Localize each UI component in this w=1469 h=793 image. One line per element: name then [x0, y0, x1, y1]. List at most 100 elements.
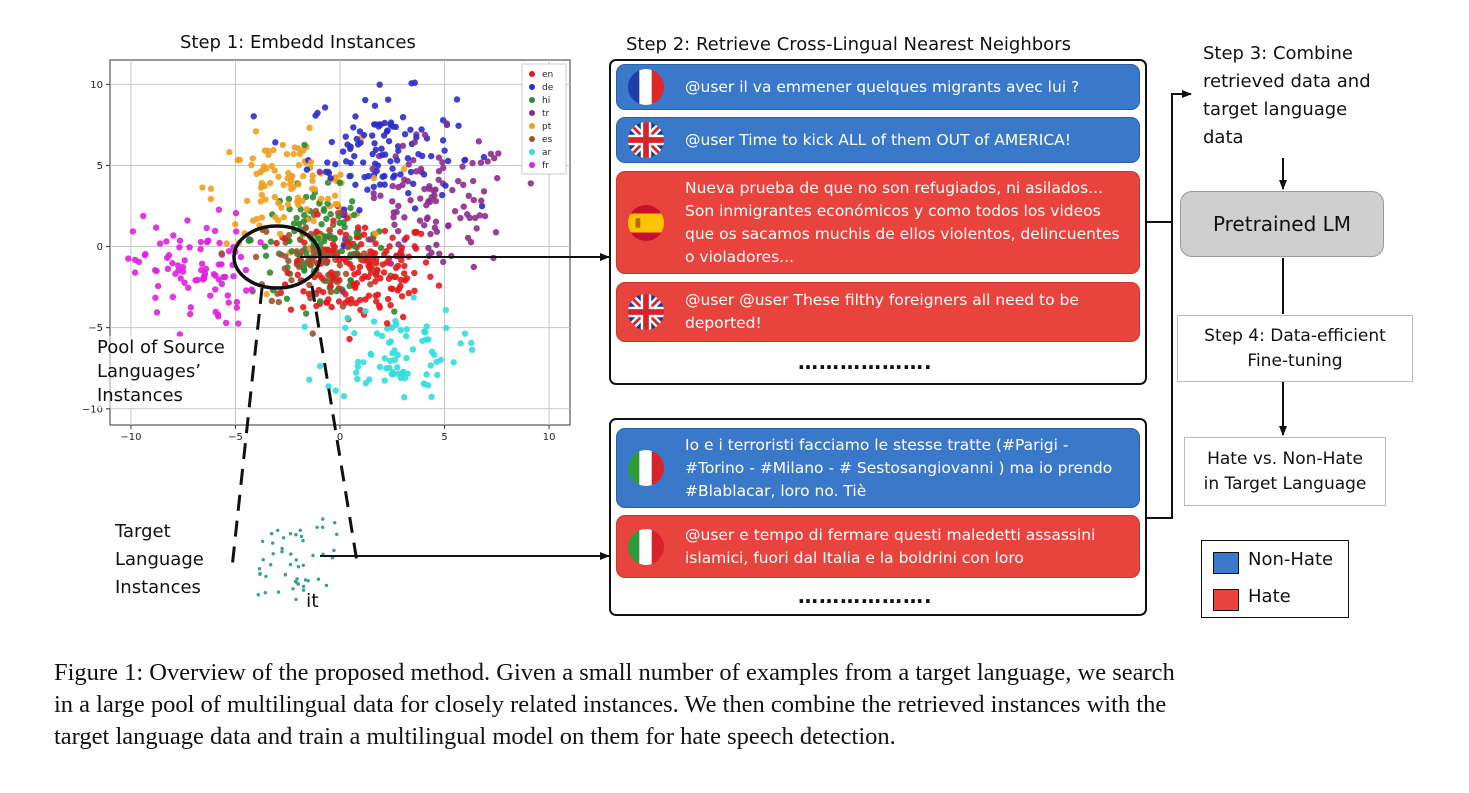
point-hi	[327, 210, 334, 218]
point-en	[357, 306, 364, 314]
point-tr	[421, 131, 429, 139]
point-de	[409, 180, 417, 188]
point-pt	[223, 240, 230, 247]
target-point	[301, 584, 306, 589]
point-fr	[192, 277, 199, 284]
point-hi	[290, 220, 298, 227]
target-point	[269, 563, 273, 567]
retrieved-ellipsis: ……………….	[798, 350, 933, 374]
point-fr	[174, 262, 182, 269]
combine-connector	[1147, 90, 1192, 223]
point-hi	[283, 295, 291, 302]
card-text: @user e tempo di fermare questi maledett…	[685, 525, 1096, 567]
x-tick-label: 10	[543, 432, 556, 443]
point-en	[359, 275, 366, 282]
target-point	[261, 558, 265, 562]
point-en	[389, 234, 396, 241]
point-tr	[487, 150, 495, 158]
point-de	[389, 165, 396, 172]
point-tr	[430, 187, 437, 194]
point-de	[314, 109, 321, 117]
point-fr	[181, 257, 188, 264]
point-fr	[210, 270, 218, 278]
uk-flag-icon	[627, 121, 665, 159]
point-tr	[480, 188, 488, 195]
target-point	[271, 552, 275, 556]
point-pt	[258, 214, 266, 221]
point-hi	[267, 238, 275, 245]
legend-label: de	[542, 83, 554, 93]
point-hi	[315, 235, 322, 242]
point-es	[263, 228, 270, 235]
target-point	[295, 577, 299, 581]
point-de	[439, 137, 447, 144]
point-de	[339, 148, 347, 155]
point-pt	[276, 230, 284, 238]
point-pt	[309, 185, 316, 192]
point-fr	[207, 292, 214, 299]
point-de	[407, 126, 414, 133]
point-fr	[200, 274, 207, 282]
point-hi	[377, 244, 385, 252]
point-pt	[280, 181, 287, 188]
point-pt	[307, 159, 315, 166]
point-ar	[468, 339, 475, 347]
target-ellipsis: ……………….	[798, 584, 933, 608]
point-ar	[443, 324, 450, 332]
point-ar	[461, 330, 469, 337]
point-pt	[207, 185, 215, 192]
point-en	[336, 276, 343, 284]
point-pt	[234, 156, 241, 164]
point-ar	[381, 355, 388, 362]
point-fr	[152, 224, 160, 231]
step1-title: Step 1: Embedd Instances	[180, 32, 416, 53]
point-es	[285, 257, 292, 265]
point-pt	[295, 161, 303, 169]
x-tick-label: 5	[441, 432, 447, 443]
point-en	[336, 228, 344, 236]
point-de	[371, 102, 379, 109]
point-tr	[421, 185, 428, 193]
point-hi	[338, 247, 346, 255]
point-fr	[197, 245, 204, 253]
target-point	[264, 574, 268, 579]
point-en	[411, 287, 418, 295]
point-de	[420, 171, 428, 178]
point-en	[383, 248, 390, 255]
point-tr	[492, 229, 500, 236]
point-ar	[450, 359, 457, 366]
point-en	[353, 299, 360, 307]
point-de	[389, 123, 397, 130]
legend-label: en	[542, 70, 553, 80]
point-tr	[481, 212, 489, 220]
point-fr	[225, 247, 233, 255]
point-tr	[423, 202, 430, 209]
target-point	[321, 517, 325, 521]
point-tr	[439, 258, 447, 266]
point-tr	[527, 180, 534, 187]
point-hi	[318, 220, 325, 228]
point-pt	[280, 214, 288, 221]
point-pt	[400, 165, 408, 173]
point-fr	[156, 240, 164, 247]
legend-label: pt	[542, 122, 552, 132]
pool-label-line: Pool of Source	[97, 337, 225, 358]
point-en	[403, 234, 410, 241]
point-en	[366, 264, 373, 272]
target-point	[299, 534, 304, 539]
point-de	[332, 160, 339, 168]
point-tr	[470, 263, 477, 271]
point-fr	[205, 237, 212, 244]
point-ar	[342, 324, 349, 332]
point-fr	[125, 255, 132, 262]
point-hi	[316, 298, 324, 305]
point-ar	[402, 332, 410, 340]
point-en	[336, 257, 343, 264]
point-de	[397, 171, 404, 178]
point-es	[339, 303, 347, 310]
point-en	[377, 275, 384, 282]
point-fr	[221, 273, 229, 281]
point-es	[268, 297, 276, 305]
point-en	[435, 282, 443, 289]
target-point	[324, 583, 329, 588]
